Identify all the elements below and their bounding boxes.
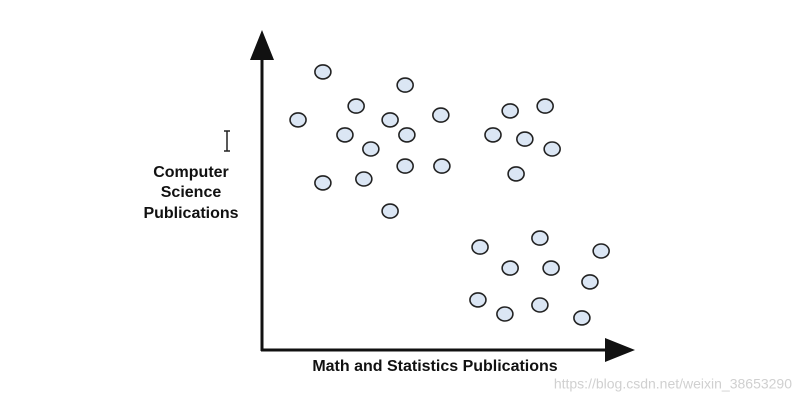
point [314,64,332,80]
point [536,98,554,114]
cursor [224,130,230,152]
watermark: https://blog.csdn.net/weixin_38653290 [554,376,792,392]
y-axis-label: Publications [143,205,238,222]
point [543,141,561,157]
point [381,112,399,128]
point [469,292,487,308]
y-axis-label: Computer [153,164,229,181]
point [507,166,525,182]
point [581,274,599,290]
point [531,297,549,313]
point [396,158,414,174]
point [347,98,365,114]
point [573,310,591,326]
point [542,260,560,276]
point [433,158,451,174]
point [471,239,489,255]
point [336,127,354,143]
y-axis-label: Science [161,184,222,201]
point [355,171,373,187]
point [484,127,502,143]
x-axis-label: Math and Statistics Publications [312,358,557,375]
point [381,203,399,219]
point [496,306,514,322]
point [362,141,380,157]
point [314,175,332,191]
point [398,127,416,143]
point [432,107,450,123]
point [396,77,414,93]
point [501,103,519,119]
point [516,131,534,147]
point [501,260,519,276]
point [531,230,549,246]
point [289,112,307,128]
point [592,243,610,259]
